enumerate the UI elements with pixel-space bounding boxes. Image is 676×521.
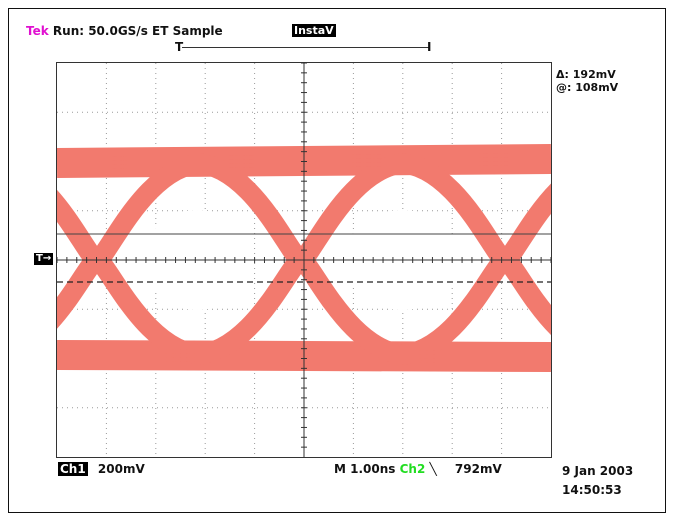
record-end-marker: I [427,40,432,54]
at-value: 108mV [575,81,619,94]
trigger-source: Ch2 [399,462,426,476]
brand-label: Tek [26,24,49,38]
cursor-delta-readout: Δ: 192mV [556,68,616,81]
at-label: @: [556,81,572,94]
trigger-position-marker[interactable]: T [175,40,184,54]
time-readout: 14:50:53 [562,483,622,497]
acquisition-status: Tek Run: 50.0GS/s ET Sample [26,24,223,38]
timebase: M 1.00ns [334,462,396,476]
waveform-display [56,62,552,458]
ch1-badge[interactable]: Ch1 [58,462,88,476]
graticule-canvas [57,63,551,457]
delta-label: Δ: [556,68,569,81]
date-readout: 9 Jan 2003 [562,464,634,478]
timebase-readout: M 1.00ns Ch2 ╲ 792mV [334,462,502,476]
trigger-slope-icon: ╲ [429,462,437,476]
run-status: Run: 50.0GS/s ET Sample [52,24,223,38]
trigger-level: 792mV [454,462,502,476]
cursor-position-readout: @: 108mV [556,81,618,94]
ch1-scale: 200mV [97,462,145,476]
ch1-ground-level-marker[interactable]: T→ [34,253,54,265]
record-window-bar [182,47,430,48]
instav-mode-badge: InstaV [292,24,336,37]
delta-value: 192mV [572,68,616,81]
ch1-scale-readout: Ch1 200mV [58,462,145,476]
